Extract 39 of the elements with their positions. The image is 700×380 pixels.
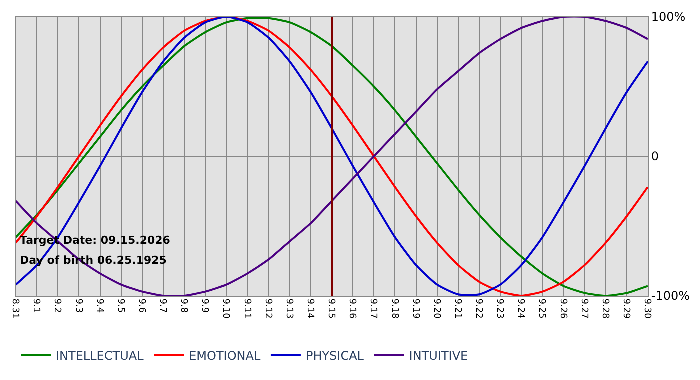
x-tick-label: 8.31 [10,298,20,319]
x-tick-label: 9.6 [136,298,146,314]
x-tick-label: 9.15 [326,298,336,319]
x-tick-label: 9.24 [516,298,526,320]
x-tick-label: 9.4 [94,298,104,314]
x-tick-label: 9.2 [52,298,62,314]
x-tick-label: 9.25 [536,298,547,319]
x-tick-label: 9.20 [431,298,442,320]
x-tick-label: 9.28 [600,298,610,320]
x-tick-label: 9.5 [115,298,126,314]
x-tick-label: 9.27 [578,298,589,319]
legend-label: INTUITIVE [409,348,468,363]
x-tick-label: 9.11 [242,298,252,319]
legend-label: INTELLECTUAL [56,348,144,363]
x-tick-label: 9.18 [389,298,400,320]
x-tick-label: 9.3 [73,298,84,314]
x-tick-label: 9.21 [452,298,462,319]
x-tick-label: 9.10 [220,298,231,320]
x-tick-label: 9.9 [200,298,210,314]
x-tick-label: 9.26 [558,298,568,320]
line-series [16,17,648,296]
y-tick-label: 100% [651,10,686,24]
x-tick-label: 9.16 [347,298,358,320]
x-tick-label: 9.23 [494,298,505,319]
x-tick-label: 9.8 [178,298,189,314]
x-tick-label: 9.7 [158,298,168,314]
legend-label: PHYSICAL [306,348,364,363]
x-tick-label: 9.22 [474,298,484,319]
x-tick-label: 9.19 [410,298,420,320]
x-tick-label: 9.29 [621,298,632,320]
legend-label: EMOTIONAL [189,348,261,363]
x-tick-label: 9.1 [31,298,42,314]
x-tick-label: 9.30 [642,298,652,320]
x-tick-label: 9.13 [284,298,294,319]
x-tick-label: 9.17 [368,298,378,319]
x-tick-label: 9.12 [262,298,273,319]
y-tick-label: 0 [651,150,660,164]
y-tick-label: -100% [651,289,690,304]
x-tick-label: 9.14 [305,298,316,320]
